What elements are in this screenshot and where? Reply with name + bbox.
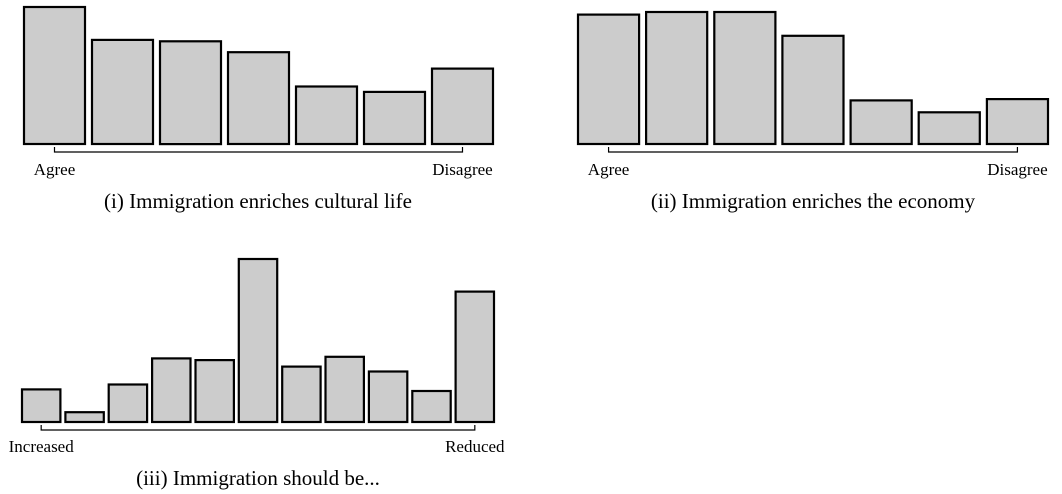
axis-left-label: Agree <box>34 160 76 179</box>
panel-should-be: Increased Reduced (iii) Immigration should… <box>9 257 505 490</box>
bar-7 <box>430 67 495 146</box>
bar-6 <box>917 111 981 146</box>
bar-6 <box>362 90 427 146</box>
bar-1 <box>22 5 87 146</box>
x-axis-bracket <box>607 147 1019 153</box>
axis-left-label: Agree <box>588 160 630 179</box>
bar-2 <box>90 38 155 146</box>
bar-9 <box>367 370 409 424</box>
bar-7 <box>281 365 322 424</box>
axis-left-label: Increased <box>9 437 75 456</box>
axis-right-label: Disagree <box>987 160 1047 179</box>
bar-5 <box>294 85 359 146</box>
bar-1 <box>576 13 641 146</box>
bar-4 <box>781 34 845 146</box>
bar-2 <box>64 411 105 424</box>
panel-caption: (i) Immigration enriches cultural life <box>104 189 412 213</box>
x-axis-bracket <box>40 425 476 431</box>
panel-caption: (ii) Immigration enriches the economy <box>651 189 976 213</box>
panel-economy: Agree Disagree (ii) Immigration enriches t… <box>576 10 1050 213</box>
bar-11 <box>454 290 496 424</box>
panel-cultural-life: Agree Disagree (i) Immigration enriches cu… <box>22 5 495 213</box>
bar-1 <box>20 388 62 424</box>
panel-caption: (iii) Immigration should be... <box>136 466 380 490</box>
bar-4 <box>151 357 192 424</box>
x-axis-bracket <box>53 147 464 153</box>
bar-2 <box>644 10 709 146</box>
bar-3 <box>107 383 149 424</box>
axis-right-label: Reduced <box>445 437 505 456</box>
bar-8 <box>324 355 366 424</box>
bar-7 <box>985 97 1050 146</box>
bar-5 <box>849 99 913 146</box>
bar-5 <box>194 359 236 424</box>
bar-3 <box>713 10 777 146</box>
bar-4 <box>226 51 291 146</box>
bar-3 <box>158 40 223 146</box>
bar-10 <box>411 389 452 424</box>
axis-right-label: Disagree <box>432 160 492 179</box>
bar-6 <box>237 257 279 424</box>
